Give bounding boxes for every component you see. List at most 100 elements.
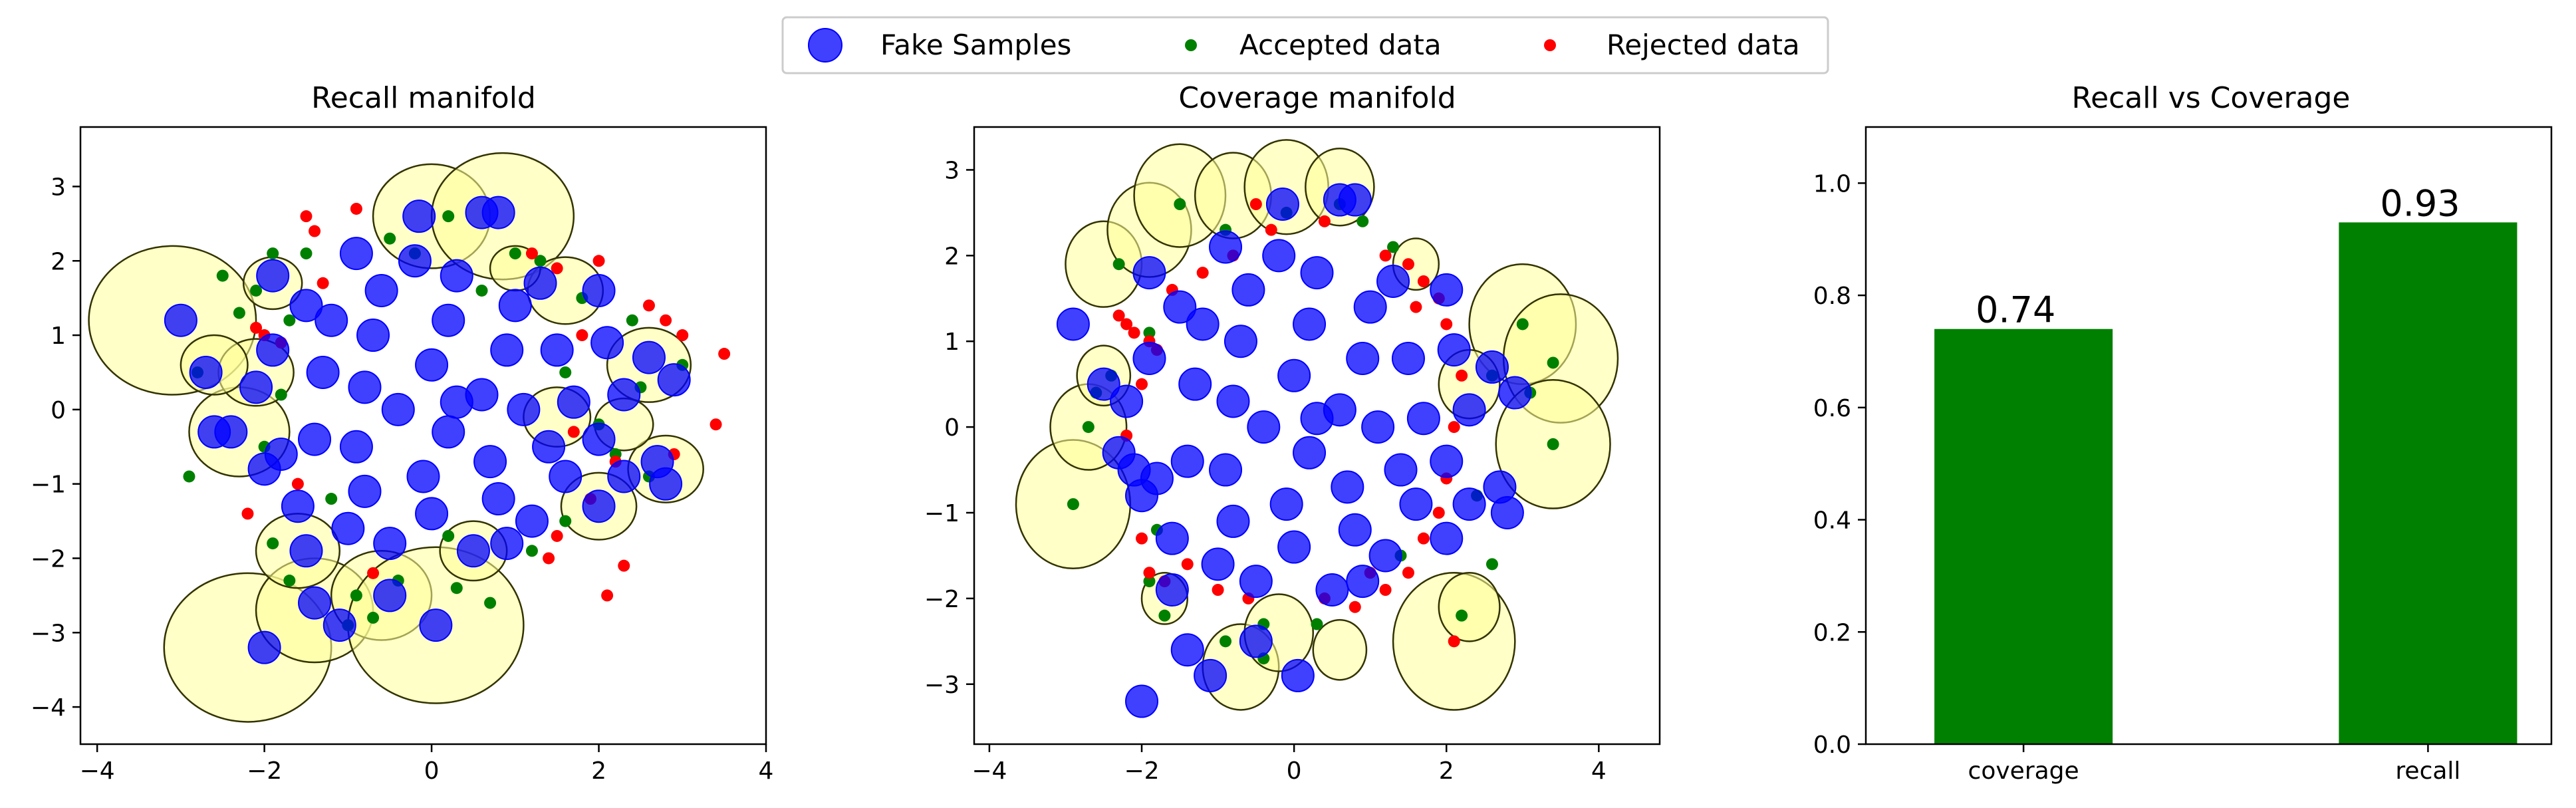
recall-fake-sample-point <box>381 392 415 426</box>
coverage-rejected-point <box>1440 318 1453 331</box>
coverage-x-tick-label: 0 <box>1287 757 1302 785</box>
coverage-manifold-title: Coverage manifold <box>1178 81 1456 115</box>
recall-rejected-point <box>601 589 614 602</box>
coverage-fake-sample-point <box>1163 290 1197 324</box>
recall-accepted-point <box>626 314 638 327</box>
coverage-accepted-point <box>1174 198 1186 210</box>
recall-y-tick-label: 1 <box>51 323 66 350</box>
recall-fake-sample-point <box>189 355 223 389</box>
recall-rejected-point <box>709 418 722 431</box>
coverage-rejected-point <box>1402 567 1414 579</box>
recall-manifold-ticks: −4 −2 0 2 4 −4 −3 −2 −1 0 1 2 3 <box>31 174 774 785</box>
coverage-rejected-point <box>1128 327 1140 339</box>
recall-rejected-point <box>642 299 655 312</box>
recall-fake-sample-point <box>582 273 616 307</box>
recall-accepted-point <box>350 589 362 602</box>
recall-rejected-point <box>309 225 321 237</box>
bar-y-tick-label: 0.6 <box>1813 395 1851 422</box>
coverage-fake-sample-point <box>1391 342 1425 375</box>
coverage-rejected-point <box>1265 223 1277 236</box>
bar-y-tick-label: 1.0 <box>1813 170 1851 198</box>
legend-fake-samples-marker <box>808 28 842 63</box>
coverage-fake-layer <box>1056 183 1532 718</box>
coverage-accepted-point <box>1143 327 1156 339</box>
coverage-rejected-point <box>1432 507 1445 519</box>
coverage-rejected-point <box>1448 421 1460 434</box>
recall-fake-sample-point <box>490 333 524 367</box>
recall-y-tick-label: −4 <box>31 694 66 722</box>
coverage-fake-sample-point <box>1216 384 1250 418</box>
legend-accepted-data-label: Accepted data <box>1239 29 1442 61</box>
legend-fake-samples-label: Fake Samples <box>880 29 1071 61</box>
coverage-accepted-point <box>1112 258 1125 271</box>
bar-y-tick-label: 0.8 <box>1813 283 1851 310</box>
coverage-fake-sample-point <box>1498 376 1532 410</box>
coverage-rejected-point <box>1196 267 1209 279</box>
coverage-y-tick-label: −3 <box>924 672 960 699</box>
coverage-fake-sample-point <box>1269 487 1303 521</box>
recall-fake-sample-point <box>456 534 490 568</box>
coverage-fake-sample-point <box>1338 513 1372 547</box>
recall-fake-sample-point <box>348 474 382 508</box>
recall-fake-sample-point <box>582 489 616 523</box>
coverage-fake-sample-point <box>1475 350 1509 384</box>
recall-fake-sample-point <box>515 504 549 538</box>
recall-fake-sample-point <box>289 534 323 568</box>
coverage-accepted-point <box>1547 438 1559 450</box>
recall-fake-sample-point <box>398 244 432 278</box>
bar-category-label-coverage: coverage <box>1968 757 2079 785</box>
recall-fake-sample-point <box>256 259 290 293</box>
recall-fake-sample-point <box>481 482 515 516</box>
recall-accepted-point <box>367 611 380 624</box>
legend-frame <box>781 16 1829 74</box>
coverage-fake-sample-point <box>1406 402 1440 436</box>
recall-fake-sample-point <box>306 355 340 389</box>
coverage-fake-sample-point <box>1437 333 1471 367</box>
coverage-fake-sample-point <box>1201 547 1235 581</box>
recall-rejected-point <box>592 255 605 267</box>
bar-value-label-coverage: 0.74 <box>1976 289 2055 331</box>
recall-fake-sample-point <box>419 608 453 642</box>
coverage-rejected-point <box>1143 567 1156 579</box>
recall-fake-sample-point <box>507 392 541 426</box>
coverage-fake-sample-point <box>1194 658 1227 692</box>
coverage-rejected-point <box>1379 249 1392 262</box>
coverage-fake-sample-point <box>1346 342 1380 375</box>
recall-accepted-point <box>183 470 195 483</box>
coverage-fake-sample-point <box>1239 565 1273 599</box>
recall-fake-sample-point <box>432 303 465 337</box>
recall-accepted-point <box>450 582 463 595</box>
coverage-fake-sample-point <box>1452 487 1486 521</box>
recall-accepted-point <box>534 255 547 267</box>
recall-fake-sample-point <box>339 430 373 464</box>
recall-fake-sample-point <box>373 579 407 612</box>
recall-vs-coverage-ticks: coverage recall 0.0 0.2 0.4 0.6 0.8 1.0 <box>1813 170 2461 785</box>
recall-y-tick-label: 0 <box>51 397 66 424</box>
recall-accepted-point <box>233 307 245 319</box>
recall-fake-sample-point <box>356 319 390 352</box>
coverage-manifold-circle <box>1438 571 1501 642</box>
legend-accepted-data-marker <box>1185 39 1197 51</box>
coverage-x-tick-label: −4 <box>971 757 1007 785</box>
coverage-y-tick-label: 2 <box>944 243 960 270</box>
recall-manifold-frame <box>79 126 767 745</box>
recall-accepted-point <box>559 366 572 378</box>
coverage-manifold-circle <box>1312 618 1368 681</box>
coverage-fake-sample-point <box>1346 565 1380 599</box>
coverage-rejected-point <box>1417 532 1430 545</box>
coverage-x-tick-label: −2 <box>1124 757 1159 785</box>
coverage-fake-sample-point <box>1247 410 1281 444</box>
coverage-fake-sample-point <box>1281 658 1315 692</box>
recall-accepted-point <box>559 515 572 527</box>
recall-y-tick-label: 2 <box>51 248 66 275</box>
recall-fake-sample-point <box>402 200 436 233</box>
coverage-manifold-plot-area <box>1015 139 1619 718</box>
recall-accepted-point <box>525 545 538 557</box>
coverage-rejected-point <box>1417 275 1430 287</box>
coverage-manifold-panel: Coverage manifold −4 −2 0 2 4 −3 −2 −1 0 1 2 3 <box>924 81 1661 785</box>
recall-accepted-point <box>475 284 488 297</box>
recall-rejected-point <box>718 348 731 360</box>
recall-fake-layer <box>164 196 691 664</box>
recall-fake-sample-point <box>406 460 440 493</box>
